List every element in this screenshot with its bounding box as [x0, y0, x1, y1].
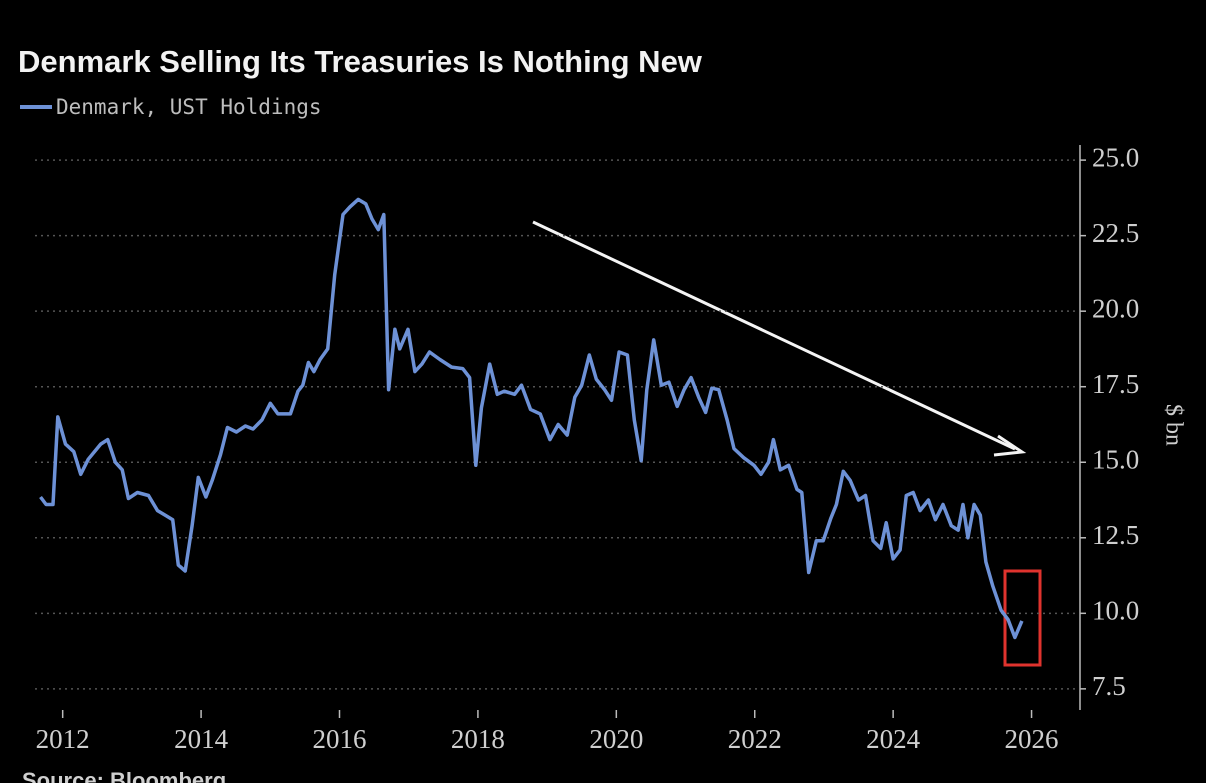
x-tick-label: 2012: [36, 724, 90, 754]
trend-arrow-head: [993, 434, 1027, 457]
x-tick-label: 2018: [451, 724, 505, 754]
y-tick-label: 22.5: [1092, 218, 1139, 248]
y-tick-label: 15.0: [1092, 444, 1139, 474]
legend-label: Denmark, UST Holdings: [56, 95, 322, 119]
y-tick-label: 10.0: [1092, 596, 1139, 626]
y-tick-label: 12.5: [1092, 520, 1139, 550]
highlight-box: [1003, 569, 1042, 667]
series-line: [39, 197, 1024, 640]
x-tick-label: 2026: [1005, 724, 1059, 754]
source-note: Source: Bloomberg: [22, 768, 226, 783]
x-tick-label: 2014: [174, 724, 229, 754]
y-tick-label: 20.0: [1092, 293, 1139, 323]
y-tick-label: 25.0: [1092, 142, 1139, 172]
y-tick-label: 7.5: [1092, 671, 1126, 701]
y-tick-label: 17.5: [1092, 369, 1139, 399]
x-tick-label: 2020: [589, 724, 643, 754]
chart-title: Denmark Selling Its Treasuries Is Nothin…: [18, 44, 703, 79]
x-tick-label: 2016: [313, 724, 367, 754]
trend-arrow: [532, 220, 1016, 451]
y-axis-label: $ bn: [1160, 404, 1186, 446]
x-tick-label: 2022: [728, 724, 782, 754]
x-tick-label: 2024: [866, 724, 921, 754]
